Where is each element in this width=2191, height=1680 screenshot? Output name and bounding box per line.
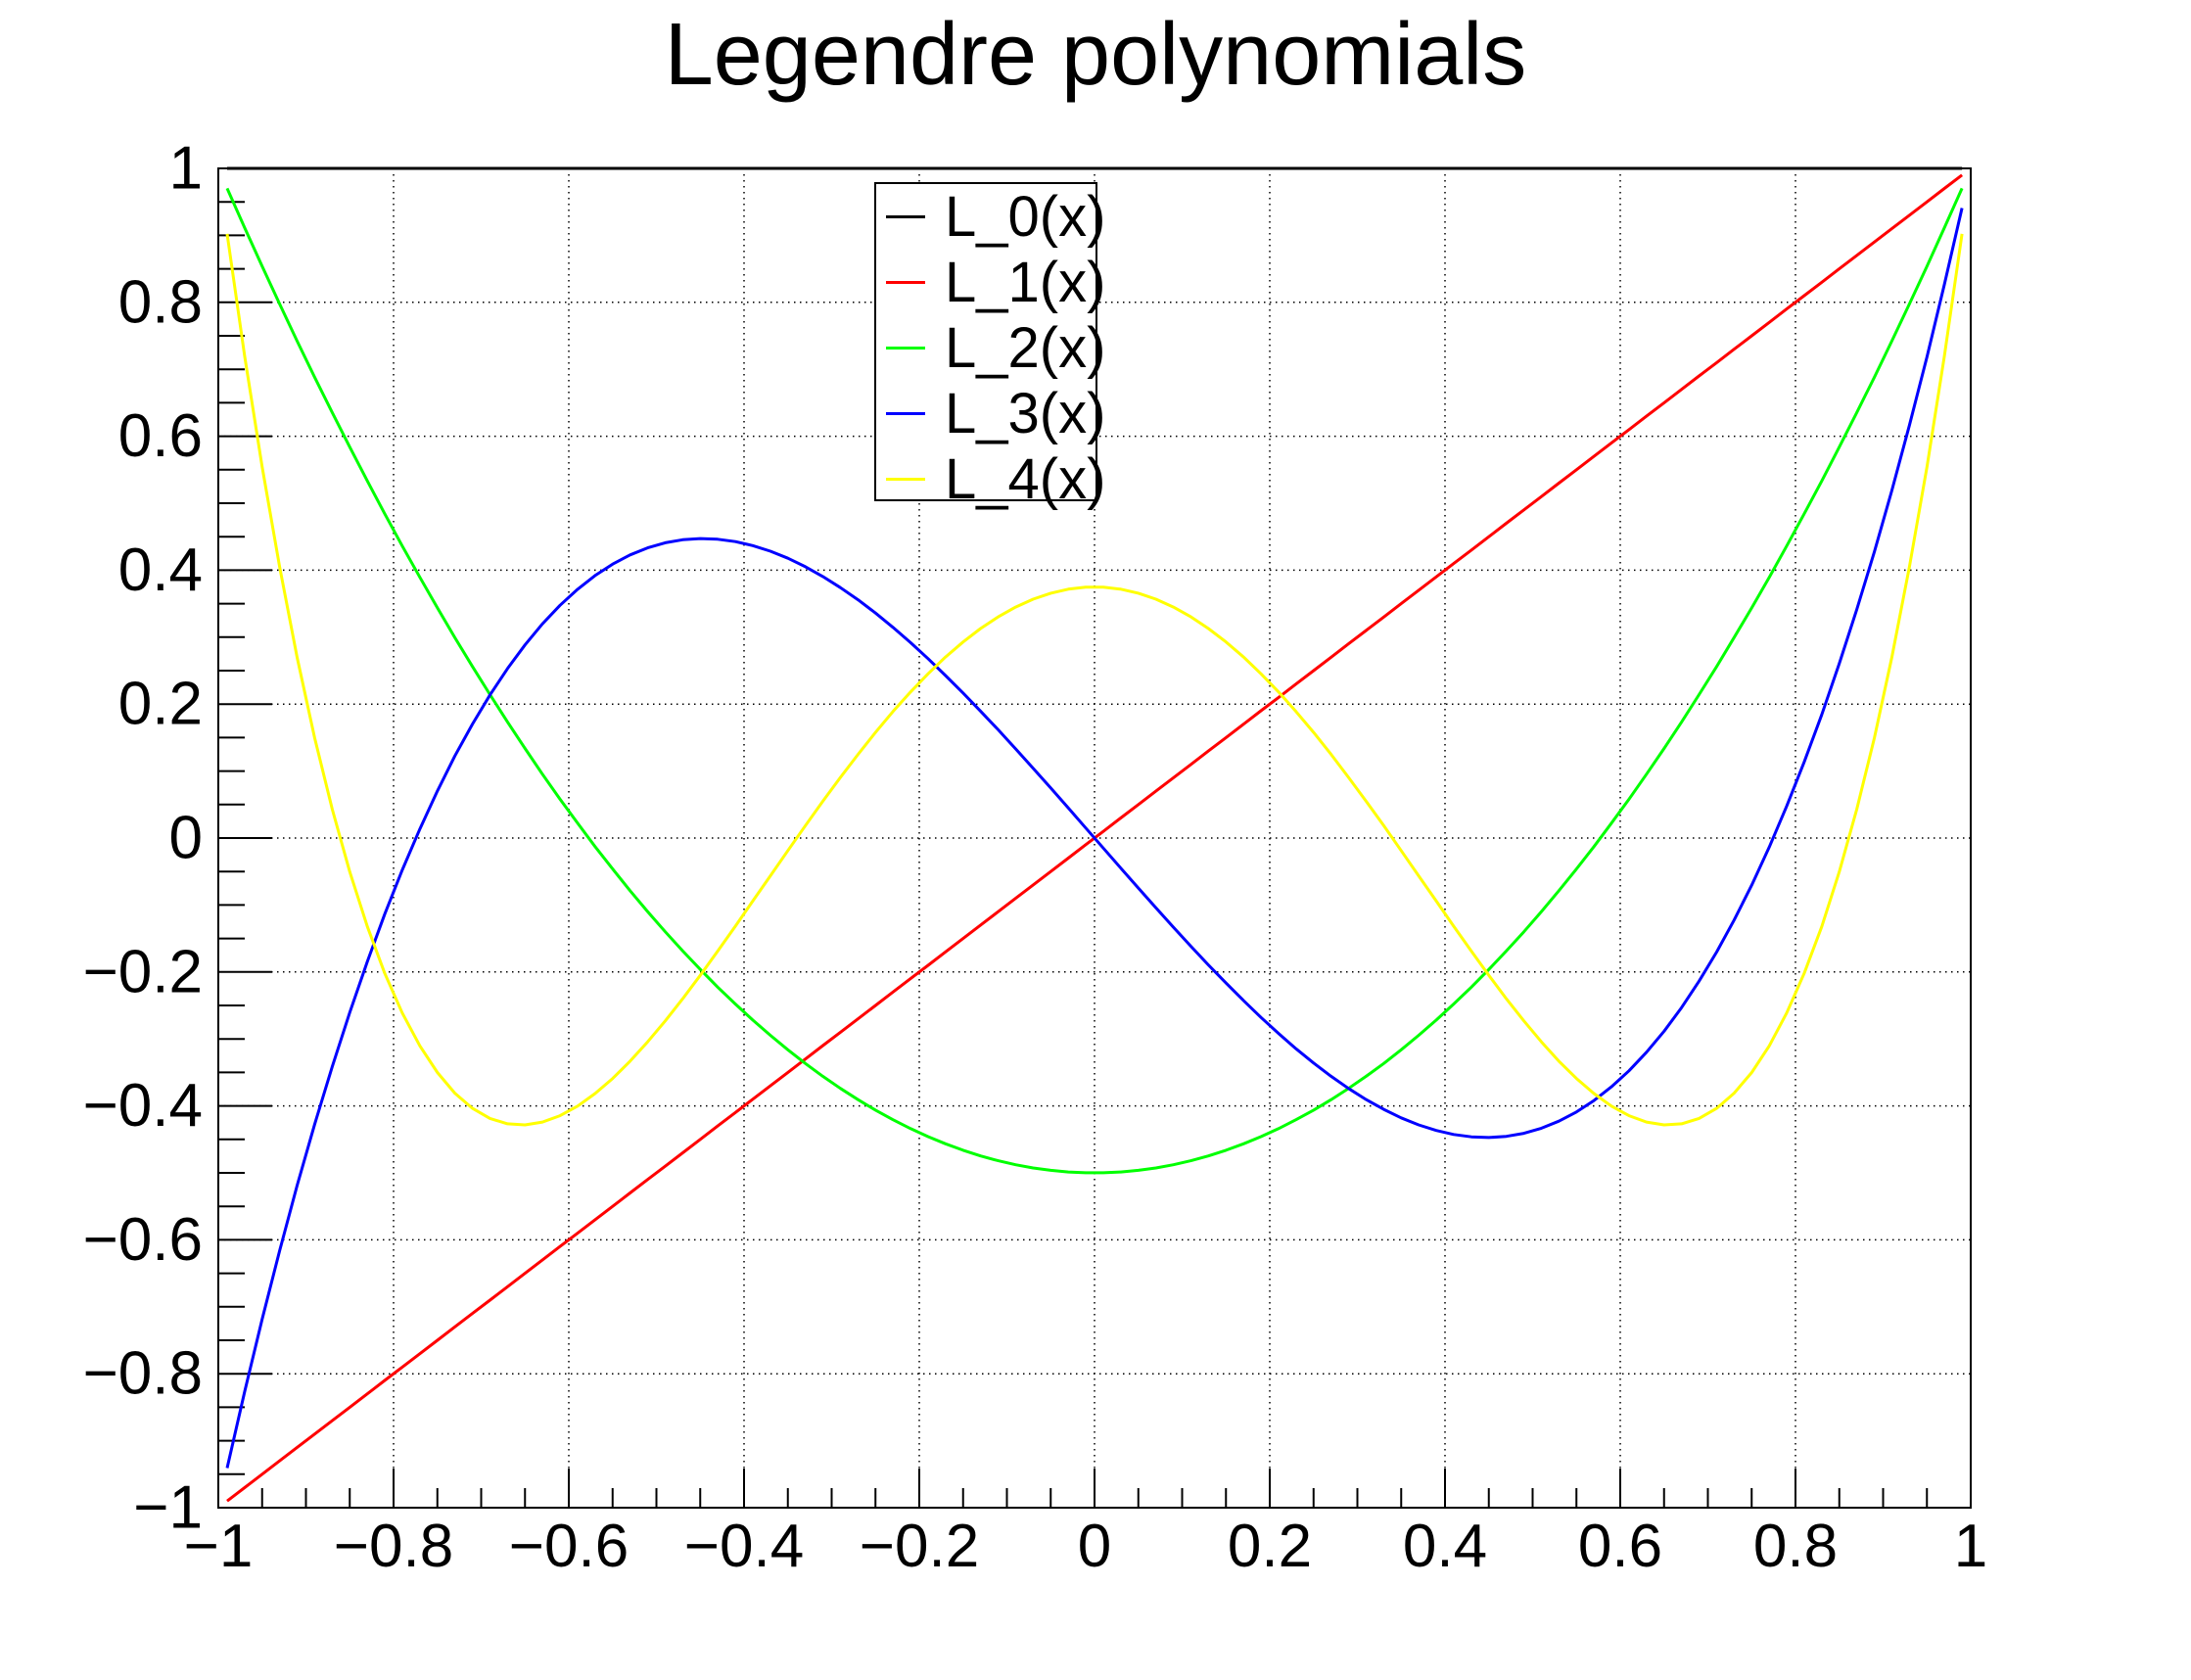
x-tick-label: −0.2 xyxy=(860,1513,979,1580)
legend-line-sample xyxy=(886,215,925,218)
y-tick-label: 0.2 xyxy=(118,671,203,738)
y-tick-label: −1 xyxy=(133,1474,203,1542)
y-tick-label: 0.6 xyxy=(118,402,203,470)
x-tick-label: 0.4 xyxy=(1403,1513,1487,1580)
y-tick-label: −0.8 xyxy=(83,1340,203,1408)
legend-line-sample xyxy=(886,478,925,481)
x-tick-label: −1 xyxy=(184,1513,254,1580)
legend-row: L_3(x) xyxy=(876,381,1105,446)
y-tick-label: 1 xyxy=(169,135,203,203)
x-tick-label: −0.8 xyxy=(334,1513,453,1580)
y-tick-label: 0 xyxy=(169,805,203,872)
legend: L_0(x) L_1(x) L_2(x) L_3(x) L_4(x) xyxy=(874,182,1105,511)
legend-line-sample xyxy=(886,281,925,284)
x-axis-tick-labels: −1 −0.8 −0.6 −0.4 −0.2 0 0.2 0.4 0.6 0.8 1 xyxy=(184,1513,1988,1580)
legend-line-sample xyxy=(886,347,925,350)
legend-label: L_3(x) xyxy=(945,382,1106,445)
x-tick-label: 0.6 xyxy=(1578,1513,1662,1580)
x-tick-label: 0 xyxy=(1078,1513,1111,1580)
x-tick-label: −0.4 xyxy=(684,1513,804,1580)
legend-row: L_0(x) xyxy=(876,184,1105,250)
y-tick-label: 0.8 xyxy=(118,268,203,336)
legend-label: L_4(x) xyxy=(945,447,1106,511)
x-tick-label: 0.8 xyxy=(1753,1513,1838,1580)
legend-row: L_1(x) xyxy=(876,250,1105,315)
y-axis-tick-labels: 1 0.8 0.6 0.4 0.2 0 −0.2 −0.4 −0.6 −0.8 −1 xyxy=(83,135,203,1542)
x-tick-label: 0.2 xyxy=(1228,1513,1312,1580)
y-tick-label: 0.4 xyxy=(118,537,203,604)
legend-label: L_0(x) xyxy=(945,185,1106,249)
y-tick-label: −0.4 xyxy=(83,1072,203,1140)
x-tick-label: 1 xyxy=(1954,1513,1987,1580)
legend-row: L_2(x) xyxy=(876,315,1105,381)
legend-label: L_2(x) xyxy=(945,316,1106,380)
legend-label: L_1(x) xyxy=(945,251,1106,314)
y-tick-label: −0.6 xyxy=(83,1206,203,1274)
x-tick-label: −0.6 xyxy=(509,1513,629,1580)
legend-line-sample xyxy=(886,412,925,415)
curve-l-2-x xyxy=(225,187,1964,1175)
curve-l-3-x xyxy=(225,208,1964,1469)
chart-title: Legendre polynomials xyxy=(664,6,1527,104)
y-tick-label: −0.2 xyxy=(83,938,203,1005)
curves-layer xyxy=(225,166,1964,1503)
curve-l-4-x xyxy=(225,233,1964,1127)
legend-row: L_4(x) xyxy=(876,446,1105,512)
